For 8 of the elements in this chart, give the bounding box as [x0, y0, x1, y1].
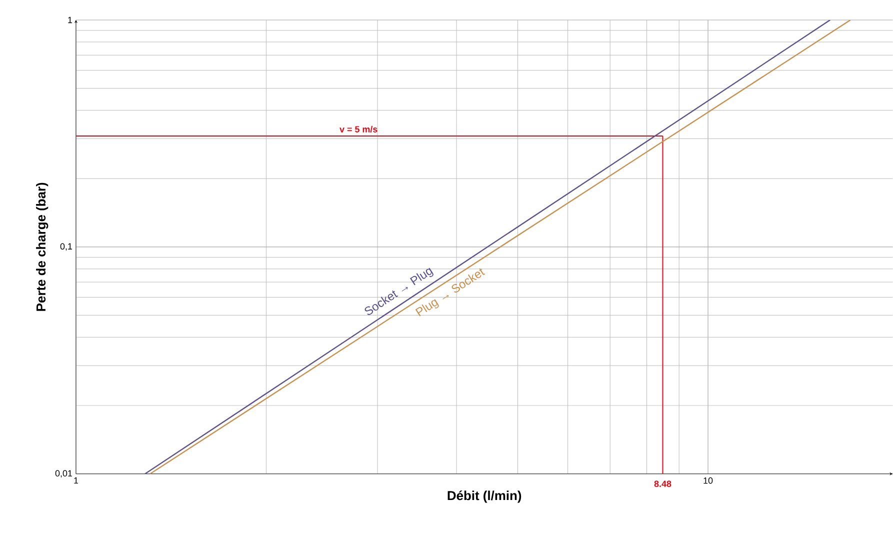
y-axis-title: Perte de charge (bar)	[36, 182, 48, 311]
y-tick-label: 0,01	[55, 470, 72, 478]
y-tick-label: 0,1	[60, 243, 72, 251]
ref-line-label: 8.48	[654, 480, 672, 488]
annotation: v = 5 m/s	[340, 126, 378, 133]
x-axis-title: Débit (l/min)	[448, 490, 522, 503]
y-tick-label: 1	[68, 17, 72, 24]
x-tick-label: 10	[704, 477, 713, 484]
